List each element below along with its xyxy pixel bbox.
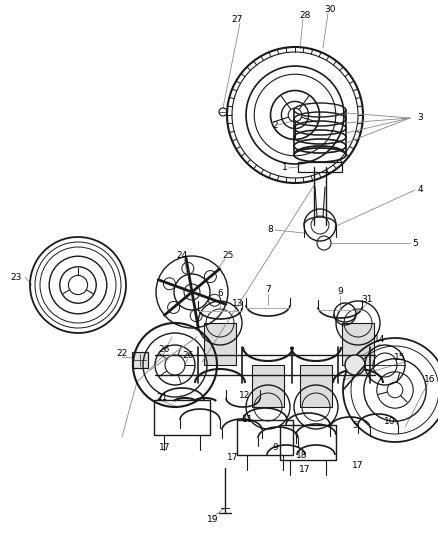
Text: 31: 31 xyxy=(361,295,373,304)
Text: 2: 2 xyxy=(272,120,278,130)
Text: 13: 13 xyxy=(232,300,244,309)
Text: 18: 18 xyxy=(296,450,308,459)
Text: 3: 3 xyxy=(417,114,423,123)
Bar xyxy=(298,162,342,172)
Text: 6: 6 xyxy=(217,288,223,297)
Text: 14: 14 xyxy=(374,335,386,344)
Bar xyxy=(132,352,148,368)
Text: 16: 16 xyxy=(424,376,436,384)
Text: 27: 27 xyxy=(231,14,243,23)
Text: 19: 19 xyxy=(207,515,219,524)
Text: 17: 17 xyxy=(227,454,239,463)
Bar xyxy=(237,420,293,455)
Text: 22: 22 xyxy=(117,350,127,359)
Text: 1: 1 xyxy=(282,164,288,173)
Text: 4: 4 xyxy=(417,185,423,195)
Bar xyxy=(204,323,236,365)
Text: 23: 23 xyxy=(11,272,22,281)
Text: 24: 24 xyxy=(177,252,187,261)
Text: 12: 12 xyxy=(239,391,251,400)
Text: 10: 10 xyxy=(384,417,396,426)
Text: 5: 5 xyxy=(352,421,358,430)
Text: 17: 17 xyxy=(352,461,364,470)
Text: 30: 30 xyxy=(324,4,336,13)
Text: 8: 8 xyxy=(267,225,273,235)
Text: 15: 15 xyxy=(394,353,406,362)
Bar xyxy=(154,400,210,435)
Bar xyxy=(300,365,332,407)
Circle shape xyxy=(345,355,365,375)
Text: 17: 17 xyxy=(159,443,171,453)
Text: 7: 7 xyxy=(265,286,271,295)
Text: 17: 17 xyxy=(299,465,311,474)
Text: 9: 9 xyxy=(337,287,343,296)
Text: 26: 26 xyxy=(158,345,170,354)
Text: 28: 28 xyxy=(299,11,311,20)
Text: 21: 21 xyxy=(156,392,168,401)
Bar xyxy=(342,323,374,365)
Text: 5: 5 xyxy=(412,238,418,247)
Bar xyxy=(252,365,284,407)
Text: 25: 25 xyxy=(223,252,234,261)
Text: 9: 9 xyxy=(272,443,278,453)
Text: 11: 11 xyxy=(242,416,254,424)
Text: 26: 26 xyxy=(182,351,194,359)
Bar xyxy=(280,425,336,460)
